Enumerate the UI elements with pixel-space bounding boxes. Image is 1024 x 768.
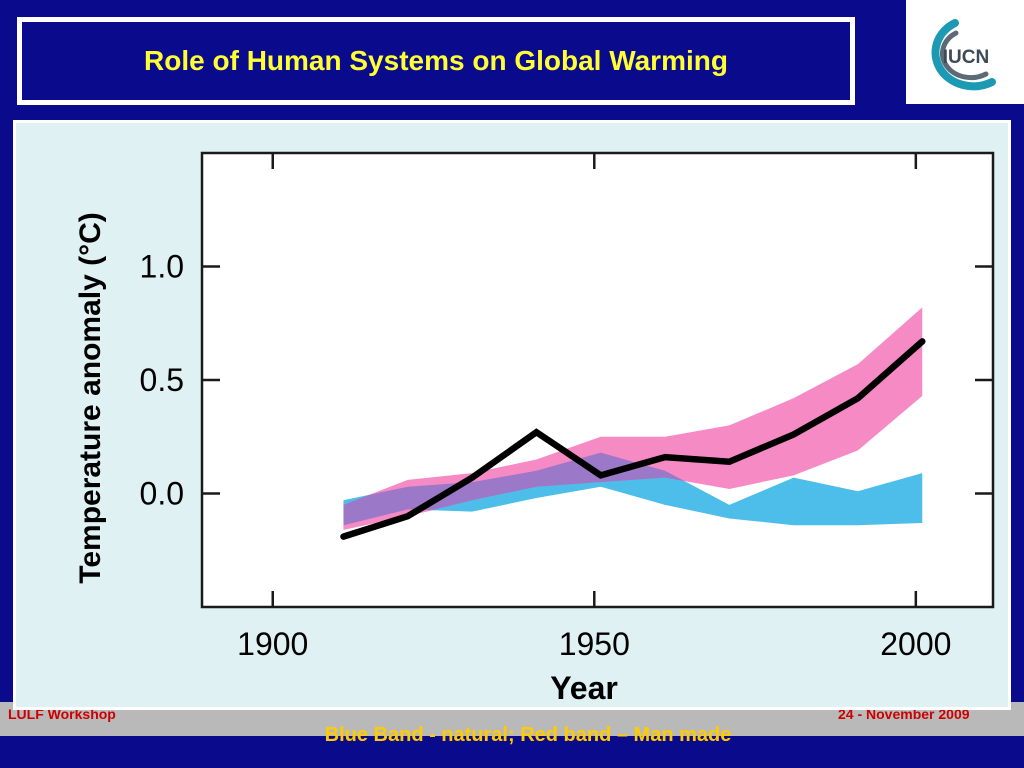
observed-line — [340, 338, 926, 540]
x-tick-label: 1900 — [237, 626, 308, 662]
y-axis-label: Temperature anomaly (°C) — [74, 212, 107, 584]
title-box: Role of Human Systems on Global Warming — [17, 17, 855, 105]
x-axis-label: Year — [550, 670, 618, 706]
chart-caption: Blue Band - natural; Red band – Man made — [324, 724, 732, 746]
iucn-logo: IUCN — [906, 0, 1024, 104]
footer-workshop: LULF Workshop — [8, 706, 116, 722]
svg-text:IUCN: IUCN — [943, 47, 989, 68]
x-tick-label: 1950 — [559, 626, 630, 662]
y-tick-label: 0.0 — [140, 476, 184, 512]
y-tick-label: 0.5 — [140, 362, 184, 398]
natural-band — [343, 452, 923, 526]
iucn-logo-graphic: IUCN — [931, 19, 996, 91]
footer-date: 24 - November 2009 — [838, 706, 970, 722]
x-tick-label: 2000 — [880, 626, 951, 662]
anthropogenic-band — [343, 307, 923, 530]
y-tick-label: 1.0 — [140, 249, 184, 285]
slide-title: Role of Human Systems on Global Warming — [144, 45, 728, 76]
